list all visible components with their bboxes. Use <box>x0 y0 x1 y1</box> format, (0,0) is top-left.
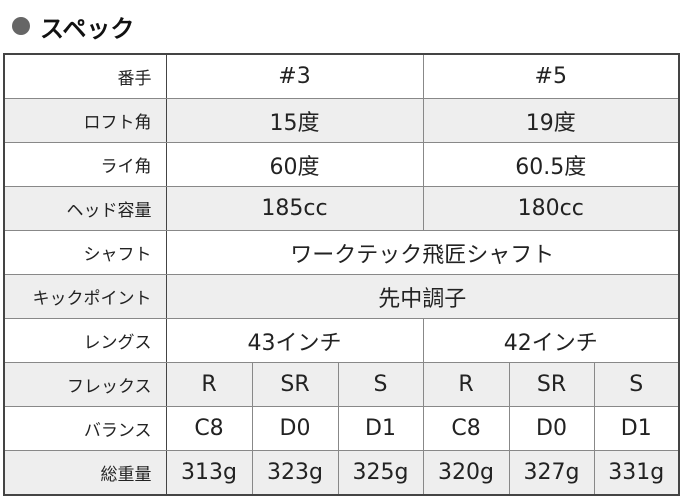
cell-value: D0 <box>508 406 595 451</box>
cell-value: D0 <box>251 406 339 451</box>
cell-value: ワークテック飛匠シャフト <box>165 230 680 275</box>
table-row: キックポイント 先中調子 <box>3 274 680 319</box>
row-label: レングス <box>3 318 167 363</box>
cell-value: 60.5度 <box>422 142 680 187</box>
cell-value: 313g <box>165 450 253 496</box>
cell-value: D1 <box>337 406 424 451</box>
cell-value: 先中調子 <box>165 274 680 319</box>
table-row: ロフト角 15度 19度 <box>3 98 680 143</box>
section-title: スペック <box>12 8 134 44</box>
cell-value: R <box>165 362 253 407</box>
cell-value: S <box>593 362 680 407</box>
table-row: ライ角 60度 60.5度 <box>3 142 680 187</box>
row-label: ロフト角 <box>3 98 167 143</box>
cell-value: #3 <box>165 53 424 99</box>
section-title-text: スペック <box>40 14 135 43</box>
row-label: 番手 <box>3 53 167 99</box>
cell-value: 60度 <box>165 142 424 187</box>
cell-value: 15度 <box>165 98 424 143</box>
cell-value: 327g <box>508 450 595 496</box>
row-label: ライ角 <box>3 142 167 187</box>
cell-value: SR <box>251 362 339 407</box>
spec-table: 番手 #3 #5 ロフト角 15度 19度 ライ角 60度 60.5度 ヘッド容量 185cc 180… <box>3 53 680 496</box>
table-row: シャフト ワークテック飛匠シャフト <box>3 230 680 275</box>
row-label: キックポイント <box>3 274 167 319</box>
cell-value: 42インチ <box>422 318 680 363</box>
row-label: 総重量 <box>3 450 167 496</box>
table-row: 総重量 313g 323g 325g 320g 327g 331g <box>3 450 680 496</box>
cell-value: 43インチ <box>165 318 424 363</box>
cell-value: 180cc <box>422 186 680 231</box>
row-label: シャフト <box>3 230 167 275</box>
cell-value: 320g <box>422 450 510 496</box>
row-label: ヘッド容量 <box>3 186 167 231</box>
table-row: レングス 43インチ 42インチ <box>3 318 680 363</box>
cell-value: #5 <box>422 53 680 99</box>
table-row: フレックス R SR S R SR S <box>3 362 680 407</box>
cell-value: C8 <box>165 406 253 451</box>
cell-value: 323g <box>251 450 339 496</box>
cell-value: D1 <box>593 406 680 451</box>
cell-value: 325g <box>337 450 424 496</box>
table-row: 番手 #3 #5 <box>3 53 680 99</box>
cell-value: R <box>422 362 510 407</box>
table-row: バランス C8 D0 D1 C8 D0 D1 <box>3 406 680 451</box>
table-row: ヘッド容量 185cc 180cc <box>3 186 680 231</box>
row-label: バランス <box>3 406 167 451</box>
row-label: フレックス <box>3 362 167 407</box>
cell-value: S <box>337 362 424 407</box>
bullet-icon <box>12 17 30 35</box>
cell-value: C8 <box>422 406 510 451</box>
cell-value: 185cc <box>165 186 424 231</box>
cell-value: 19度 <box>422 98 680 143</box>
cell-value: 331g <box>593 450 680 496</box>
cell-value: SR <box>508 362 595 407</box>
